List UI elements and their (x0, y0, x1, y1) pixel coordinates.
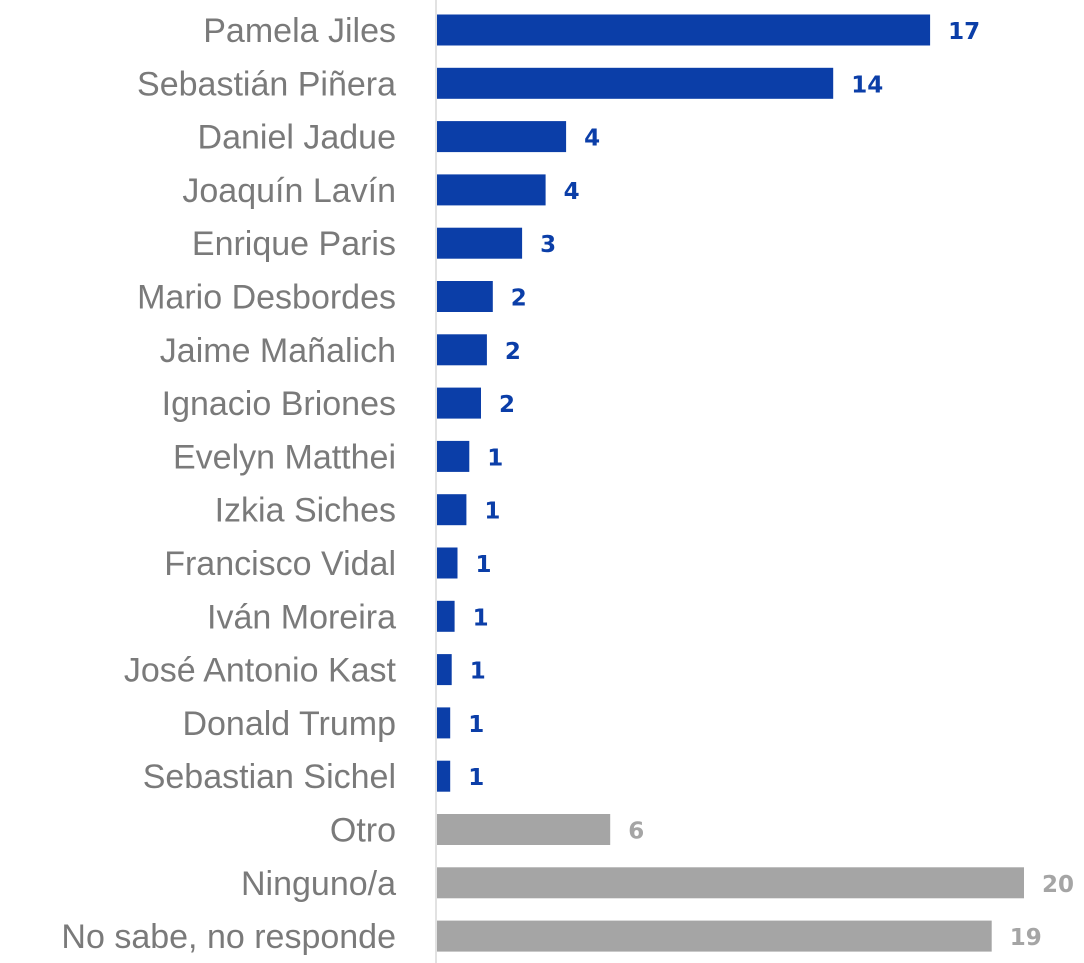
bar-pamela-jiles (437, 14, 931, 46)
bar-izkia-siches (437, 494, 467, 526)
category-label-izkia-siches: Izkia Siches (215, 492, 396, 530)
value-label-jose-antonio-kast: 1 (470, 659, 486, 685)
bar-ninguno-a (437, 867, 1024, 899)
value-labels: 17 14 4 4 3 2 2 2 1 1 1 1 1 1 1 6 20 19 (468, 19, 1074, 951)
category-label-enrique-paris: Enrique Paris (192, 225, 396, 263)
value-label-joaquin-lavin: 4 (564, 179, 580, 205)
value-label-no-sabe-no-responde: 19 (1010, 925, 1042, 951)
bar-enrique-paris (437, 227, 523, 259)
bar-mario-desbordes (437, 281, 493, 312)
bar-joaquin-lavin (437, 174, 546, 206)
bar-no-sabe-no-responde (437, 920, 992, 952)
category-label-donald-trump: Donald Trump (182, 705, 396, 743)
category-label-joaquin-lavin: Joaquín Lavín (182, 172, 396, 210)
bar-jaime-manalich (437, 334, 487, 366)
category-label-daniel-jadue: Daniel Jadue (198, 119, 396, 157)
category-label-francisco-vidal: Francisco Vidal (164, 545, 396, 583)
category-label-jose-antonio-kast: José Antonio Kast (124, 652, 397, 690)
category-label-jaime-manalich: Jaime Mañalich (160, 332, 396, 370)
value-label-enrique-paris: 3 (540, 232, 556, 258)
value-label-francisco-vidal: 1 (476, 552, 492, 578)
value-label-donald-trump: 1 (468, 712, 484, 738)
value-label-evelyn-matthei: 1 (487, 445, 503, 471)
category-label-pamela-jiles: Pamela Jiles (203, 12, 396, 50)
bar-sebastian-sichel (437, 760, 451, 792)
category-label-no-sabe-no-responde: No sabe, no responde (61, 918, 396, 956)
category-label-otro: Otro (330, 812, 396, 850)
value-label-sebastian-pinera: 14 (851, 72, 883, 98)
value-label-ivan-moreira: 1 (473, 605, 489, 631)
bar-evelyn-matthei (437, 440, 470, 472)
bars-layer (437, 14, 1024, 952)
value-label-izkia-siches: 1 (484, 499, 500, 525)
value-label-mario-desbordes: 2 (511, 286, 527, 312)
bar-otro (437, 814, 611, 845)
category-label-evelyn-matthei: Evelyn Matthei (173, 438, 396, 476)
value-label-ignacio-briones: 2 (499, 392, 515, 418)
bar-sebastian-pinera (437, 67, 834, 99)
category-labels: Pamela Jiles Sebastián Piñera Daniel Jadue… (61, 12, 396, 956)
category-label-sebastian-pinera: Sebastián Piñera (137, 65, 396, 103)
value-label-ninguno-a: 20 (1042, 872, 1074, 898)
bar-ivan-moreira (437, 600, 455, 632)
category-label-sebastian-sichel: Sebastian Sichel (143, 758, 396, 796)
category-label-ignacio-briones: Ignacio Briones (162, 385, 396, 423)
category-label-ninguno-a: Ninguno/a (241, 865, 396, 903)
value-label-sebastian-sichel: 1 (468, 765, 484, 791)
category-label-mario-desbordes: Mario Desbordes (137, 279, 396, 317)
value-label-daniel-jadue: 4 (584, 126, 600, 152)
bar-daniel-jadue (437, 121, 567, 153)
value-label-pamela-jiles: 17 (948, 19, 980, 45)
bar-ignacio-briones (437, 387, 481, 419)
value-label-jaime-manalich: 2 (505, 339, 521, 365)
value-label-otro: 6 (628, 819, 644, 845)
bar-francisco-vidal (437, 547, 458, 579)
bar-jose-antonio-kast (437, 654, 452, 686)
bar-donald-trump (437, 707, 451, 739)
category-label-ivan-moreira: Iván Moreira (207, 598, 396, 636)
